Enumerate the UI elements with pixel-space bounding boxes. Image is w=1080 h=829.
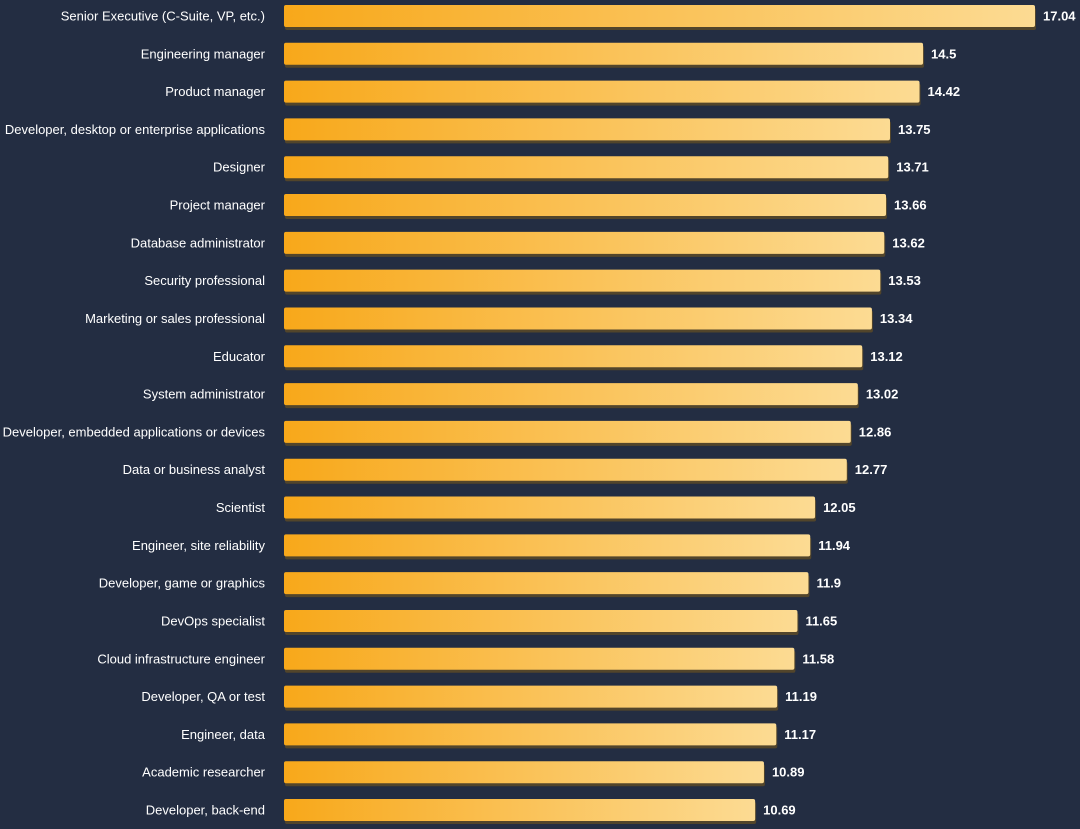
bar (284, 383, 858, 406)
value-label: 13.34 (880, 311, 913, 326)
bar (284, 42, 924, 65)
bar (284, 534, 811, 557)
category-label: Engineer, data (181, 727, 266, 742)
value-label: 11.65 (805, 613, 837, 628)
value-label: 11.94 (818, 538, 851, 553)
value-label: 13.75 (898, 122, 931, 137)
value-label: 13.12 (870, 349, 903, 364)
value-label: 10.69 (763, 803, 796, 818)
bar-row: DevOps specialist 11.65 (161, 609, 837, 635)
category-label: DevOps specialist (161, 613, 265, 628)
category-label: Security professional (144, 273, 265, 288)
bar-row: Cloud infrastructure engineer 11.58 (97, 647, 834, 673)
category-label: Educator (213, 349, 266, 364)
bars-layer: Senior Executive (C-Suite, VP, etc.) 17.0… (3, 5, 1076, 825)
value-label: 14.5 (931, 46, 956, 61)
bar-row: Database administrator 13.62 (131, 231, 925, 257)
bar (284, 156, 889, 179)
value-label: 12.77 (855, 462, 888, 477)
bar-row: Marketing or sales professional 13.34 (85, 307, 913, 333)
value-label: 11.19 (785, 689, 817, 704)
bar-row: Engineer, site reliability 11.94 (132, 534, 851, 560)
bar-row: Security professional 13.53 (144, 269, 921, 295)
bar (284, 194, 887, 217)
bar-row: Developer, desktop or enterprise applica… (5, 118, 931, 144)
value-label: 11.9 (816, 576, 841, 591)
bar (284, 572, 809, 595)
bar (284, 118, 891, 141)
bar-row: Scientist 12.05 (216, 496, 856, 522)
bar (284, 496, 816, 519)
bar (284, 345, 863, 368)
bar (284, 685, 778, 708)
category-label: Product manager (165, 84, 265, 99)
bar-row: Developer, embedded applications or devi… (3, 420, 892, 446)
bar-row: Developer, back-end 10.69 (146, 799, 796, 825)
value-label: 10.89 (772, 765, 805, 780)
bar-row: Engineer, data 11.17 (181, 723, 816, 749)
bar (284, 799, 756, 822)
category-label: Marketing or sales professional (85, 311, 265, 326)
value-label: 13.02 (866, 387, 899, 402)
bar (284, 647, 795, 670)
category-label: Developer, back-end (146, 803, 265, 818)
value-label: 13.71 (896, 160, 929, 175)
category-label: Designer (213, 160, 266, 175)
category-label: Database administrator (131, 235, 266, 250)
value-label: 14.42 (928, 84, 961, 99)
bar-row: Developer, QA or test 11.19 (141, 685, 817, 711)
category-label: Engineer, site reliability (132, 538, 265, 553)
bar (284, 723, 777, 746)
category-label: Project manager (170, 198, 266, 213)
bar-row: Product manager 14.42 (165, 80, 961, 106)
bar (284, 307, 872, 330)
value-label: 11.17 (784, 727, 816, 742)
bar (284, 5, 1035, 27)
bar-row: Developer, game or graphics 11.9 (99, 572, 841, 598)
category-label: Data or business analyst (123, 462, 266, 477)
bar (284, 231, 885, 254)
category-label: Developer, game or graphics (99, 576, 266, 591)
bar (284, 420, 851, 443)
bar (284, 80, 920, 103)
bar (284, 458, 847, 481)
bar-row: System administrator 13.02 (143, 383, 899, 409)
bar-row: Designer 13.71 (213, 156, 929, 182)
value-label: 13.62 (892, 235, 925, 250)
value-label: 17.04 (1043, 9, 1076, 24)
bar-row: Engineering manager 14.5 (141, 42, 956, 68)
category-label: Cloud infrastructure engineer (97, 651, 265, 666)
bar (284, 761, 764, 784)
bar-row: Data or business analyst 12.77 (123, 458, 888, 484)
bar-row: Senior Executive (C-Suite, VP, etc.) 17.0… (61, 5, 1076, 30)
category-label: Academic researcher (142, 765, 265, 780)
value-label: 13.53 (888, 273, 921, 288)
category-label: Developer, QA or test (141, 689, 265, 704)
value-label: 12.05 (823, 500, 856, 515)
category-label: Scientist (216, 500, 266, 515)
category-label: Engineering manager (141, 46, 266, 61)
category-label: Senior Executive (C-Suite, VP, etc.) (61, 9, 265, 24)
bar-row: Educator 13.12 (213, 345, 903, 371)
bar (284, 609, 798, 632)
category-label: Developer, desktop or enterprise applica… (5, 122, 266, 137)
value-label: 13.66 (894, 198, 927, 213)
value-label: 12.86 (859, 424, 892, 439)
bar-row: Project manager 13.66 (170, 194, 927, 220)
category-label: Developer, embedded applications or devi… (3, 424, 266, 439)
bar (284, 269, 881, 292)
category-label: System administrator (143, 387, 266, 402)
value-label: 11.58 (802, 651, 834, 666)
bar-row: Academic researcher 10.89 (142, 761, 805, 787)
